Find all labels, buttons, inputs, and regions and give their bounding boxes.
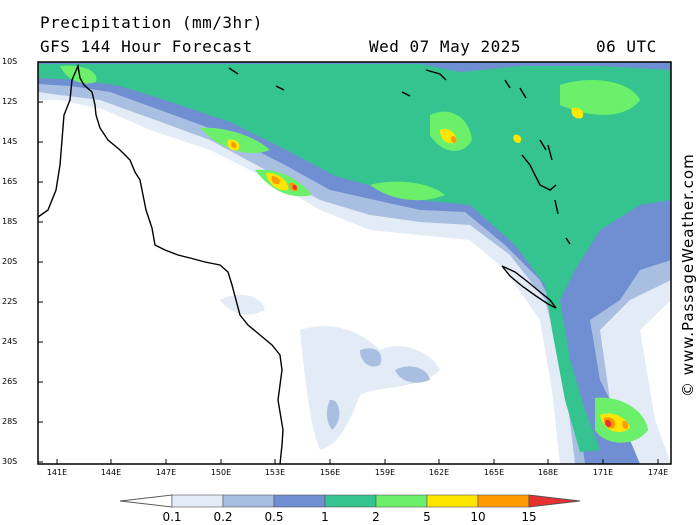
lat-label: 28S xyxy=(2,417,18,426)
colorbar-label: 1 xyxy=(321,510,329,524)
lon-label: 165E xyxy=(483,468,505,477)
lat-label: 16S xyxy=(2,177,18,186)
lon-label: 150E xyxy=(210,468,232,477)
rain-core-green-west xyxy=(60,65,312,197)
lon-label: 162E xyxy=(428,468,450,477)
lat-label: 12S xyxy=(2,97,18,106)
lat-label: 18S xyxy=(2,217,18,226)
forecast-subtitle: GFS 144 Hour Forecast xyxy=(40,37,253,56)
colorbar-seg-6 xyxy=(426,494,479,508)
lon-label: 159E xyxy=(374,468,396,477)
colorbar-seg-2 xyxy=(222,494,275,508)
colorbar-high-triangle xyxy=(528,494,581,508)
rain-band-teal xyxy=(38,64,671,452)
lon-label: 153E xyxy=(264,468,286,477)
lat-label: 22S xyxy=(2,297,18,306)
coastline-solomons xyxy=(228,67,527,99)
lat-label: 14S xyxy=(2,137,18,146)
credit-watermark: © www.PassageWeather.com xyxy=(679,153,697,397)
lat-label: 20S xyxy=(2,257,18,266)
lat-label: 30S xyxy=(2,457,18,466)
colorbar-label: 0.1 xyxy=(162,510,182,524)
precipitation-field xyxy=(38,62,671,464)
colorbar-seg-1 xyxy=(171,494,224,508)
lon-label: 147E xyxy=(155,468,177,477)
coastline-australia xyxy=(38,63,284,464)
coastline-new-caledonia xyxy=(501,265,557,309)
rain-patch-light-sw xyxy=(300,326,440,450)
lon-label: 144E xyxy=(100,468,122,477)
rain-core-green-east xyxy=(370,80,648,443)
lat-label: 26S xyxy=(2,377,18,386)
rain-patch-lightblue-sw xyxy=(326,348,430,430)
colorbar-label: 0.5 xyxy=(264,510,284,524)
colorbar-label: 2 xyxy=(372,510,380,524)
colorbar-seg-3 xyxy=(273,494,326,508)
valid-time: 06 UTC xyxy=(596,37,657,56)
lon-label: 171E xyxy=(592,468,614,477)
lon-label: 174E xyxy=(647,468,669,477)
axis-ticks xyxy=(38,61,659,464)
lat-label: 24S xyxy=(2,337,18,346)
colorbar-low-triangle xyxy=(119,494,173,508)
lat-label: 10S xyxy=(2,57,18,66)
lon-label: 168E xyxy=(537,468,559,477)
rain-patch-light-mid xyxy=(220,294,265,315)
lon-label: 156E xyxy=(319,468,341,477)
map-frame xyxy=(37,61,672,465)
colorbar-seg-7 xyxy=(477,494,530,508)
colorbar-seg-5 xyxy=(375,494,428,508)
colorbar-seg-4 xyxy=(324,494,377,508)
colorbar-label: 15 xyxy=(521,510,537,524)
colorbar-label: 5 xyxy=(423,510,431,524)
lon-label: 141E xyxy=(46,468,68,477)
colorbar-label: 0.2 xyxy=(213,510,233,524)
valid-date: Wed 07 May 2025 xyxy=(369,37,521,56)
map-title: Precipitation (mm/3hr) xyxy=(40,13,263,32)
colorbar xyxy=(119,494,581,508)
colorbar-label: 10 xyxy=(470,510,486,524)
coastline-vanuatu xyxy=(521,139,571,245)
